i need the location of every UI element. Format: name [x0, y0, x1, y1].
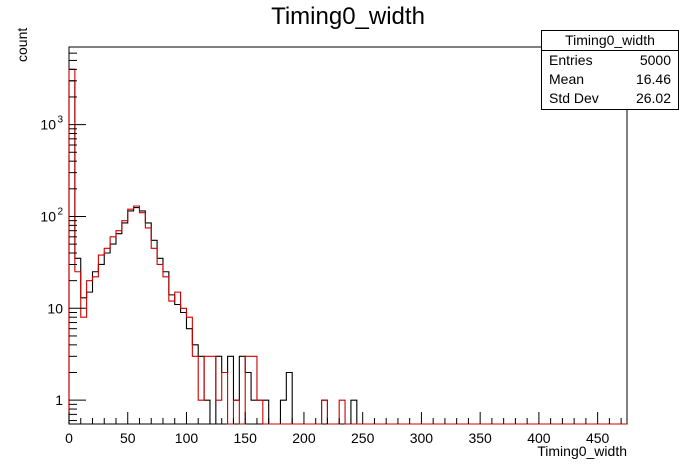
- y-tick-label: 1: [55, 392, 63, 408]
- histogram-series-1: [68, 68, 627, 425]
- y-tick-exponent: 3: [57, 115, 63, 126]
- x-tick-label: 400: [527, 430, 551, 446]
- x-tick-label: 450: [586, 430, 610, 446]
- histogram-series-0: [68, 80, 627, 425]
- y-tick-exponent: 2: [57, 206, 63, 217]
- x-tick-label: 50: [120, 430, 136, 446]
- x-tick-label: 100: [175, 430, 199, 446]
- x-tick-label: 0: [65, 430, 73, 446]
- stats-value: 16.46: [635, 71, 671, 87]
- stats-value: 26.02: [635, 90, 671, 106]
- stats-box: Timing0_width Entries 5000 Mean 16.46 St…: [541, 30, 679, 110]
- x-axis-label: Timing0_width: [537, 443, 627, 459]
- x-tick-label: 250: [351, 430, 375, 446]
- stats-row-stddev: Std Dev 26.02: [542, 89, 678, 108]
- chart-title: Timing0_width: [271, 3, 425, 30]
- y-tick-label: 10: [40, 117, 56, 133]
- x-tick-label: 300: [410, 430, 434, 446]
- stats-box-title: Timing0_width: [542, 31, 678, 51]
- stats-label: Mean: [549, 71, 585, 87]
- stats-row-entries: Entries 5000: [542, 51, 678, 70]
- stats-label: Entries: [549, 52, 593, 68]
- stats-value: 5000: [639, 52, 671, 68]
- y-tick-label: 10: [47, 300, 63, 316]
- series-layer: [68, 68, 627, 425]
- stats-label: Std Dev: [549, 90, 599, 106]
- y-axis-label: count: [14, 27, 30, 62]
- x-tick-label: 350: [468, 430, 492, 446]
- y-tick-label: 10: [40, 208, 56, 224]
- x-tick-label: 150: [234, 430, 258, 446]
- x-tick-label: 200: [292, 430, 316, 446]
- stats-row-mean: Mean 16.46: [542, 70, 678, 89]
